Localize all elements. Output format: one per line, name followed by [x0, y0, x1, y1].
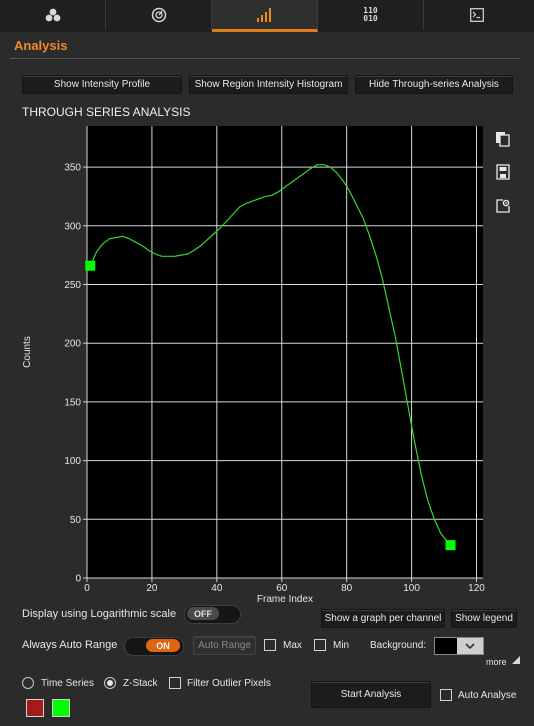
chart-container: 0 20 40 60 80 100 120 0 50 100 150 200 250 300 350 Fram…	[0, 120, 534, 610]
section-divider	[10, 58, 520, 59]
chevron-down-icon	[457, 638, 483, 654]
filter-outlier-label: Filter Outlier Pixels	[187, 678, 271, 689]
series-line	[89, 164, 451, 546]
time-series-label: Time Series	[41, 678, 94, 689]
x-tick-label: 80	[341, 583, 353, 594]
log-scale-label: Display using Logarithmic scale	[22, 608, 177, 620]
plot-title: THROUGH SERIES ANALYSIS	[22, 105, 191, 119]
log-scale-toggle[interactable]: OFF	[184, 605, 241, 624]
more-link[interactable]: more	[486, 657, 507, 667]
auto-range-toggle[interactable]: ON	[124, 637, 184, 656]
copy-graph-icon[interactable]	[491, 127, 515, 151]
show-legend-button[interactable]: Show legend	[451, 609, 517, 628]
x-tick-label: 20	[146, 583, 158, 594]
channel-color-swatch-red[interactable]	[26, 699, 44, 717]
filter-outlier-checkbox[interactable]	[169, 677, 181, 689]
end-marker[interactable]	[445, 540, 456, 551]
tab-binary[interactable]: 110 010	[318, 0, 424, 30]
tab-display[interactable]	[106, 0, 212, 30]
channel-color-swatch-green[interactable]	[52, 699, 70, 717]
y-tick-label: 100	[64, 456, 81, 467]
log-scale-state: OFF	[187, 607, 219, 620]
x-tick-label: 40	[211, 583, 223, 594]
time-series-radio[interactable]	[22, 677, 34, 689]
y-tick-label: 250	[64, 280, 81, 291]
export-settings-icon[interactable]	[491, 194, 515, 218]
x-tick-label: 120	[468, 583, 485, 594]
binary-icon: 110 010	[363, 6, 378, 23]
show-intensity-profile-button[interactable]: Show Intensity Profile	[22, 75, 182, 94]
show-graph-per-channel-button[interactable]: Show a graph per channel	[321, 609, 445, 628]
tab-analysis[interactable]	[212, 0, 318, 32]
auto-analyse-label: Auto Analyse	[458, 690, 517, 701]
y-axis-label: Counts	[22, 336, 33, 368]
y-tick-label: 350	[64, 163, 81, 174]
x-tick-label: 60	[276, 583, 288, 594]
chart[interactable]: 0 20 40 60 80 100 120 0 50 100 150 200 250 300 350 Fram…	[0, 120, 534, 610]
start-analysis-button[interactable]: Start Analysis	[311, 681, 431, 708]
start-marker[interactable]	[85, 260, 96, 271]
x-axis-label: Frame Index	[257, 594, 313, 605]
background-label: Background:	[370, 640, 427, 651]
y-tick-label: 150	[64, 397, 81, 408]
dial-icon	[151, 7, 166, 23]
max-label: Max	[283, 640, 302, 651]
max-checkbox[interactable]	[264, 639, 276, 651]
auto-range-state: ON	[146, 639, 180, 652]
plot-area	[87, 126, 483, 578]
y-tick-label: 50	[70, 515, 82, 526]
background-color-swatch	[435, 638, 457, 654]
y-tick-label: 200	[64, 339, 81, 350]
y-tick-label: 300	[64, 221, 81, 232]
x-tick-label: 100	[403, 583, 420, 594]
always-auto-range-label: Always Auto Range	[22, 639, 118, 651]
terminal-icon	[469, 8, 484, 22]
x-tick-label: 0	[84, 583, 90, 594]
tab-bar: 110 010	[0, 0, 534, 32]
tab-terminal[interactable]	[424, 0, 529, 30]
auto-range-button[interactable]: Auto Range	[193, 636, 256, 655]
hide-through-series-button[interactable]: Hide Through-series Analysis	[355, 75, 513, 94]
min-label: Min	[333, 640, 350, 651]
expand-triangle-icon[interactable]	[512, 656, 520, 664]
show-region-histogram-button[interactable]: Show Region Intensity Histogram	[189, 75, 348, 94]
min-checkbox[interactable]	[314, 639, 326, 651]
background-color-picker[interactable]	[434, 637, 484, 655]
auto-analyse-checkbox[interactable]	[440, 689, 452, 701]
bar-chart-icon	[256, 7, 271, 22]
z-stack-radio[interactable]	[104, 677, 116, 689]
circles-icon	[45, 8, 60, 22]
y-tick-label: 0	[75, 574, 81, 585]
save-graph-icon[interactable]	[491, 160, 515, 184]
section-title: Analysis	[14, 38, 68, 53]
tab-channels[interactable]	[0, 0, 106, 30]
z-stack-label: Z-Stack	[123, 678, 158, 689]
